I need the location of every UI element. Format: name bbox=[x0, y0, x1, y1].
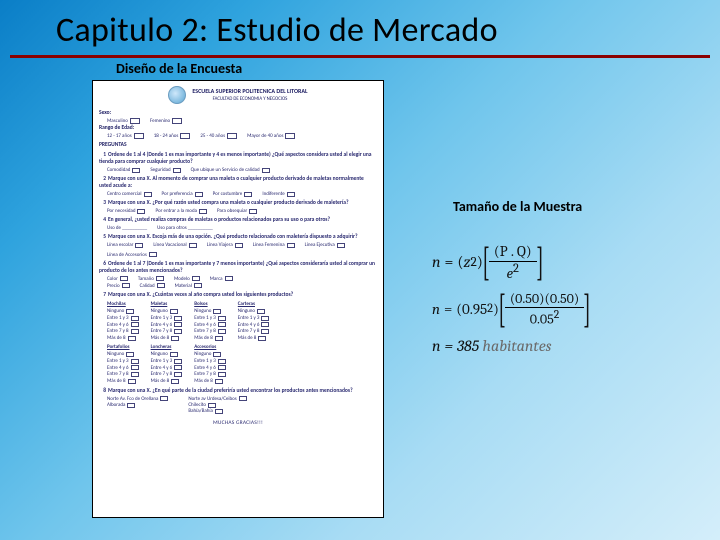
opt-edad-1: 12 - 17 años bbox=[107, 133, 144, 139]
survey-thanks: MUCHAS GRACIAS!!! bbox=[99, 420, 377, 427]
q6-options-2: Precio Calidad Material bbox=[107, 283, 377, 289]
subtitle-sample-size: Tamaño de la Muestra bbox=[453, 198, 582, 215]
opt-edad-4: Mayor de 40 años bbox=[247, 133, 295, 139]
sexo-options: Masculino Femenino bbox=[107, 118, 377, 124]
opt-edad-3: 25 - 40 años bbox=[200, 133, 237, 139]
preguntas-heading: PREGUNTAS bbox=[99, 142, 377, 149]
q5-options: Línea escolar Línea Vacacional Línea Via… bbox=[107, 242, 377, 258]
question-2: 2Marque con una X. Al momento de comprar… bbox=[99, 176, 377, 190]
q7-grid-1: Mochilas Ninguno Entre 1 y 3 Entre 4 y 6… bbox=[107, 301, 377, 342]
slide-title: Capitulo 2: Estudio de Mercado bbox=[10, 0, 710, 58]
sexo-label: Sexo: bbox=[99, 110, 377, 117]
opt-femenino: Femenino bbox=[150, 118, 182, 124]
question-4: 4En general, ¿usted realiza compras de m… bbox=[99, 217, 377, 224]
faculty-name: FACULTAD DE ECONOMIA Y NEGOCIOS bbox=[213, 96, 288, 102]
question-8: 8Marque con una X. ¿En qué parte de la c… bbox=[99, 388, 377, 395]
q7-grid-2: Portafolios Ninguno Entre 1 y 3 Entre 4 … bbox=[107, 344, 377, 385]
survey-form: ESCUELA SUPERIOR POLITECNICA DEL LITORAL… bbox=[92, 80, 384, 518]
school-logo bbox=[168, 86, 186, 104]
q3-options: Por necesidad Por entrar a la moda Para … bbox=[107, 208, 377, 214]
formula-substituted: n = (0.952) [ (0.50)(0.50) 0.052 ] bbox=[432, 291, 670, 327]
survey-header: ESCUELA SUPERIOR POLITECNICA DEL LITORAL… bbox=[99, 86, 377, 104]
q8-options: Norte Av. Fco de Orellana Alborada Norte… bbox=[107, 396, 377, 415]
q6-options: Color Tamaño Modelo Marca bbox=[107, 276, 377, 282]
q1-options: Comodidad Seguridad Que ubique un Servic… bbox=[107, 167, 377, 173]
opt-edad-2: 18 - 24 años bbox=[154, 133, 191, 139]
school-name: ESCUELA SUPERIOR POLITECNICA DEL LITORAL… bbox=[192, 88, 307, 103]
question-1: 1Ordene de 1 al 4 (Donde 1 es mas import… bbox=[99, 152, 377, 166]
formula-result: n = 385 habitantes bbox=[432, 337, 670, 355]
opt-masculino: Masculino bbox=[107, 118, 140, 124]
sample-size-formulas: n = (z2) [ (P . Q) e2 ] n = (0.952) [ (0… bbox=[432, 233, 670, 365]
question-3: 3Marque con una X. ¿Por qué razón usted … bbox=[99, 200, 377, 207]
question-6: 6Ordene de 1 al 7 (Donde 1 es mas import… bbox=[99, 261, 377, 275]
q4-options: Uso de __________ Uso para otros _______… bbox=[107, 225, 377, 231]
question-7: 7Marque con una X. ¿Cuántas veces al año… bbox=[99, 292, 377, 299]
formula-general: n = (z2) [ (P . Q) e2 ] bbox=[432, 243, 670, 281]
school-title: ESCUELA SUPERIOR POLITECNICA DEL LITORAL bbox=[192, 87, 307, 95]
q2-options: Centro comercial Por preferencia Por cos… bbox=[107, 191, 377, 197]
edad-options: 12 - 17 años 18 - 24 años 25 - 40 años M… bbox=[107, 133, 377, 139]
edad-label: Rango de Edad: bbox=[99, 125, 377, 132]
subtitle-survey-design: Diseño de la Encuesta bbox=[116, 60, 242, 77]
question-5: 5Marque con una X. Escoja más de una opc… bbox=[99, 234, 377, 241]
